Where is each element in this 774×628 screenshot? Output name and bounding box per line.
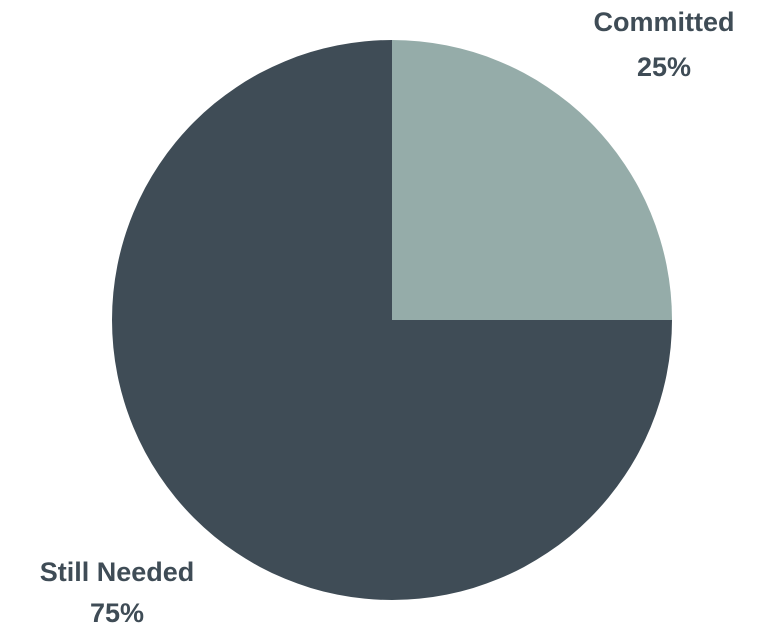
- pie-slices: [112, 40, 672, 600]
- pie-slice-still-needed: [112, 40, 672, 600]
- slice-label-committed: Committed 25%: [594, 7, 735, 82]
- pie-slice-committed: [392, 40, 672, 320]
- slice-label-committed-name: Committed: [594, 7, 735, 37]
- slice-label-still-needed-value: 75%: [90, 598, 144, 628]
- slice-label-committed-value: 25%: [637, 52, 691, 82]
- slice-label-still-needed-name: Still Needed: [40, 557, 195, 587]
- slice-label-still-needed: Still Needed 75%: [40, 557, 195, 628]
